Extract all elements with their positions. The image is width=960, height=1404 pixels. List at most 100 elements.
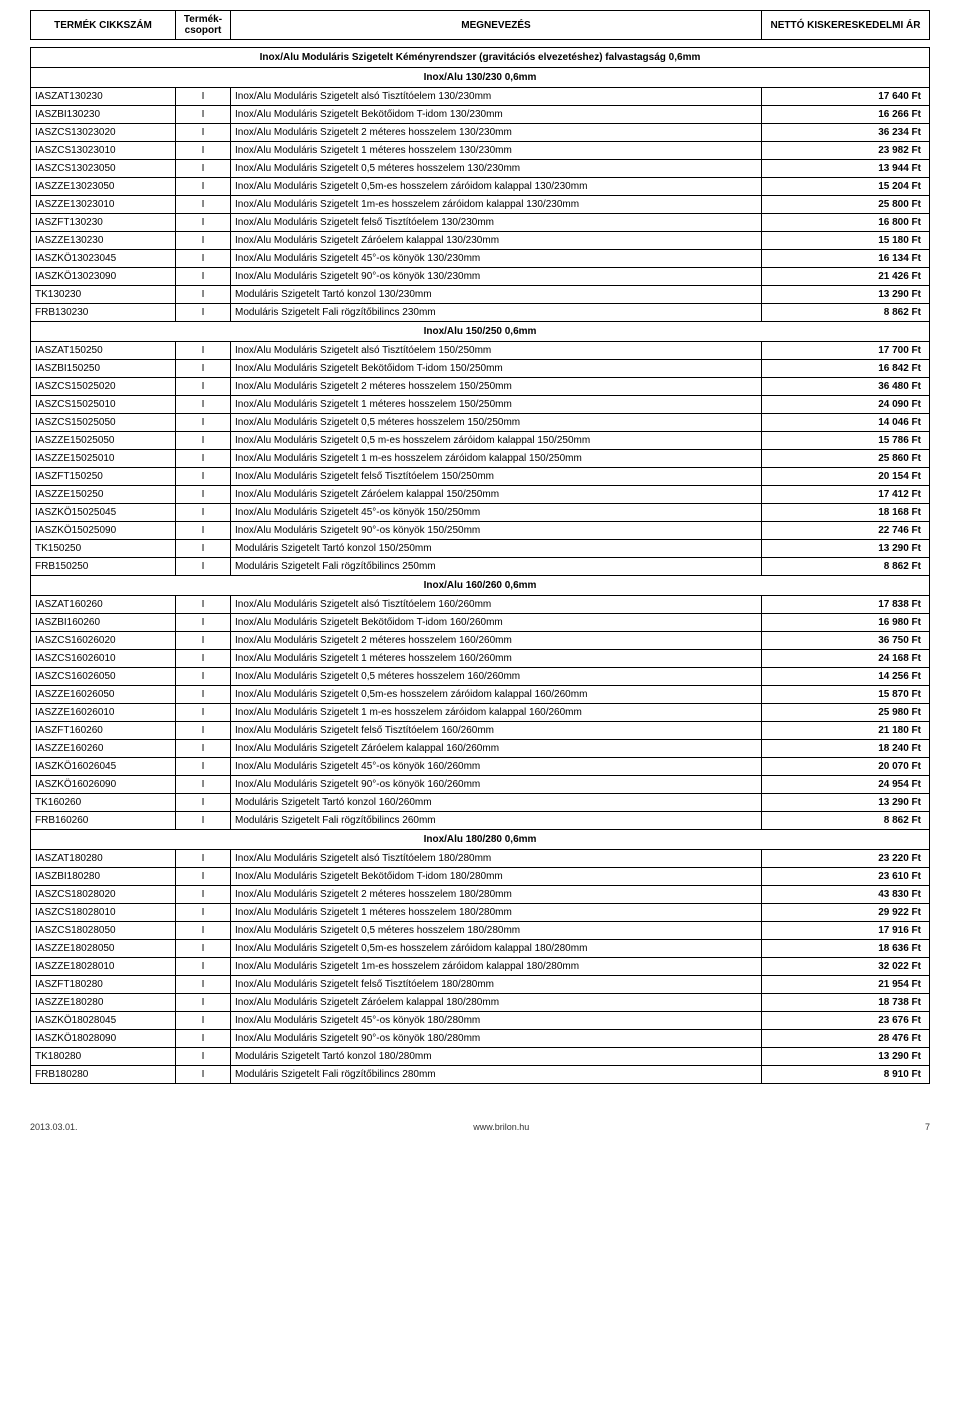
cell-name: Inox/Alu Moduláris Szigetelt 0,5m-es hos…: [231, 178, 762, 196]
cell-group: I: [176, 486, 231, 504]
cell-group: I: [176, 794, 231, 812]
th-code: TERMÉK CIKKSZÁM: [31, 11, 176, 40]
cell-price: 22 746 Ft: [762, 522, 930, 540]
cell-name: Moduláris Szigetelt Tartó konzol 180/280…: [231, 1048, 762, 1066]
table-row: IASZCS15025010IInox/Alu Moduláris Sziget…: [31, 396, 930, 414]
cell-group: I: [176, 650, 231, 668]
cell-price: 13 944 Ft: [762, 160, 930, 178]
cell-price: 13 290 Ft: [762, 540, 930, 558]
cell-price: 16 800 Ft: [762, 214, 930, 232]
cell-group: I: [176, 522, 231, 540]
cell-code: IASZZE16026010: [31, 704, 176, 722]
cell-price: 17 640 Ft: [762, 88, 930, 106]
cell-price: 16 134 Ft: [762, 250, 930, 268]
cell-name: Inox/Alu Moduláris Szigetelt 0,5 méteres…: [231, 414, 762, 432]
cell-name: Inox/Alu Moduláris Szigetelt 45°-os köny…: [231, 504, 762, 522]
table-row: IASZAT180280IInox/Alu Moduláris Szigetel…: [31, 850, 930, 868]
cell-price: 13 290 Ft: [762, 794, 930, 812]
footer-date: 2013.03.01.: [30, 1122, 78, 1132]
cell-price: 17 838 Ft: [762, 596, 930, 614]
table-row: IASZCS18028050IInox/Alu Moduláris Sziget…: [31, 922, 930, 940]
cell-group: I: [176, 142, 231, 160]
cell-name: Inox/Alu Moduláris Szigetelt Záróelem ka…: [231, 740, 762, 758]
cell-price: 20 154 Ft: [762, 468, 930, 486]
cell-group: I: [176, 268, 231, 286]
sub-section-title-cell: Inox/Alu 150/250 0,6mm: [31, 322, 930, 342]
cell-group: I: [176, 922, 231, 940]
table-row: IASZZE16026050IInox/Alu Moduláris Sziget…: [31, 686, 930, 704]
table-row: IASZCS13023050IInox/Alu Moduláris Sziget…: [31, 160, 930, 178]
sub-section-title-cell: Inox/Alu 160/260 0,6mm: [31, 576, 930, 596]
cell-price: 28 476 Ft: [762, 1030, 930, 1048]
cell-code: IASZCS16026050: [31, 668, 176, 686]
cell-name: Moduláris Szigetelt Fali rögzítőbilincs …: [231, 1066, 762, 1084]
table-row: IASZZE130230IInox/Alu Moduláris Szigetel…: [31, 232, 930, 250]
table-row: IASZKÖ15025090IInox/Alu Moduláris Sziget…: [31, 522, 930, 540]
cell-code: TK150250: [31, 540, 176, 558]
table-row: IASZBI130230IInox/Alu Moduláris Szigetel…: [31, 106, 930, 124]
cell-price: 8 910 Ft: [762, 1066, 930, 1084]
cell-code: FRB150250: [31, 558, 176, 576]
table-row: FRB180280IModuláris Szigetelt Fali rögzí…: [31, 1066, 930, 1084]
cell-name: Inox/Alu Moduláris Szigetelt 45°-os köny…: [231, 250, 762, 268]
table-row: IASZCS16026010IInox/Alu Moduláris Sziget…: [31, 650, 930, 668]
cell-price: 17 916 Ft: [762, 922, 930, 940]
cell-code: IASZCS13023020: [31, 124, 176, 142]
cell-price: 23 676 Ft: [762, 1012, 930, 1030]
table-row: IASZBI160260IInox/Alu Moduláris Szigetel…: [31, 614, 930, 632]
table-row: IASZCS13023020IInox/Alu Moduláris Sziget…: [31, 124, 930, 142]
cell-price: 8 862 Ft: [762, 812, 930, 830]
cell-group: I: [176, 558, 231, 576]
cell-group: I: [176, 812, 231, 830]
table-row: IASZAT160260IInox/Alu Moduláris Szigetel…: [31, 596, 930, 614]
cell-price: 24 954 Ft: [762, 776, 930, 794]
cell-name: Inox/Alu Moduláris Szigetelt 2 méteres h…: [231, 124, 762, 142]
cell-code: IASZCS18028010: [31, 904, 176, 922]
cell-price: 15 870 Ft: [762, 686, 930, 704]
cell-price: 32 022 Ft: [762, 958, 930, 976]
cell-code: IASZBI130230: [31, 106, 176, 124]
cell-group: I: [176, 196, 231, 214]
cell-code: IASZAT130230: [31, 88, 176, 106]
cell-group: I: [176, 468, 231, 486]
cell-name: Inox/Alu Moduláris Szigetelt 2 méteres h…: [231, 632, 762, 650]
table-row: IASZCS16026050IInox/Alu Moduláris Sziget…: [31, 668, 930, 686]
cell-price: 24 168 Ft: [762, 650, 930, 668]
cell-code: FRB130230: [31, 304, 176, 322]
table-row: IASZZE180280IInox/Alu Moduláris Szigetel…: [31, 994, 930, 1012]
cell-code: IASZCS13023050: [31, 160, 176, 178]
cell-code: IASZCS15025010: [31, 396, 176, 414]
cell-price: 8 862 Ft: [762, 558, 930, 576]
cell-group: I: [176, 686, 231, 704]
cell-group: I: [176, 286, 231, 304]
cell-code: IASZAT160260: [31, 596, 176, 614]
cell-name: Inox/Alu Moduláris Szigetelt felső Tiszt…: [231, 468, 762, 486]
cell-price: 25 860 Ft: [762, 450, 930, 468]
cell-name: Inox/Alu Moduláris Szigetelt 1 méteres h…: [231, 650, 762, 668]
cell-price: 25 800 Ft: [762, 196, 930, 214]
cell-price: 18 738 Ft: [762, 994, 930, 1012]
table-row: IASZZE15025010IInox/Alu Moduláris Sziget…: [31, 450, 930, 468]
cell-group: I: [176, 994, 231, 1012]
table-body: Inox/Alu Moduláris Szigetelt Kéményrends…: [31, 40, 930, 1084]
cell-price: 15 204 Ft: [762, 178, 930, 196]
cell-name: Inox/Alu Moduláris Szigetelt alsó Tisztí…: [231, 342, 762, 360]
cell-price: 16 266 Ft: [762, 106, 930, 124]
cell-code: IASZBI150250: [31, 360, 176, 378]
cell-name: Inox/Alu Moduláris Szigetelt Záróelem ka…: [231, 486, 762, 504]
cell-code: IASZCS13023010: [31, 142, 176, 160]
cell-price: 17 700 Ft: [762, 342, 930, 360]
table-row: IASZFT160260IInox/Alu Moduláris Szigetel…: [31, 722, 930, 740]
table-row: IASZAT130230IInox/Alu Moduláris Szigetel…: [31, 88, 930, 106]
cell-code: IASZCS15025020: [31, 378, 176, 396]
cell-price: 43 830 Ft: [762, 886, 930, 904]
cell-group: I: [176, 868, 231, 886]
cell-code: IASZZE15025050: [31, 432, 176, 450]
cell-code: TK180280: [31, 1048, 176, 1066]
cell-name: Inox/Alu Moduláris Szigetelt 1m-es hossz…: [231, 958, 762, 976]
cell-price: 23 982 Ft: [762, 142, 930, 160]
table-row: TK150250IModuláris Szigetelt Tartó konzo…: [31, 540, 930, 558]
cell-code: IASZZE18028050: [31, 940, 176, 958]
cell-price: 20 070 Ft: [762, 758, 930, 776]
cell-name: Inox/Alu Moduláris Szigetelt 0,5m-es hos…: [231, 686, 762, 704]
